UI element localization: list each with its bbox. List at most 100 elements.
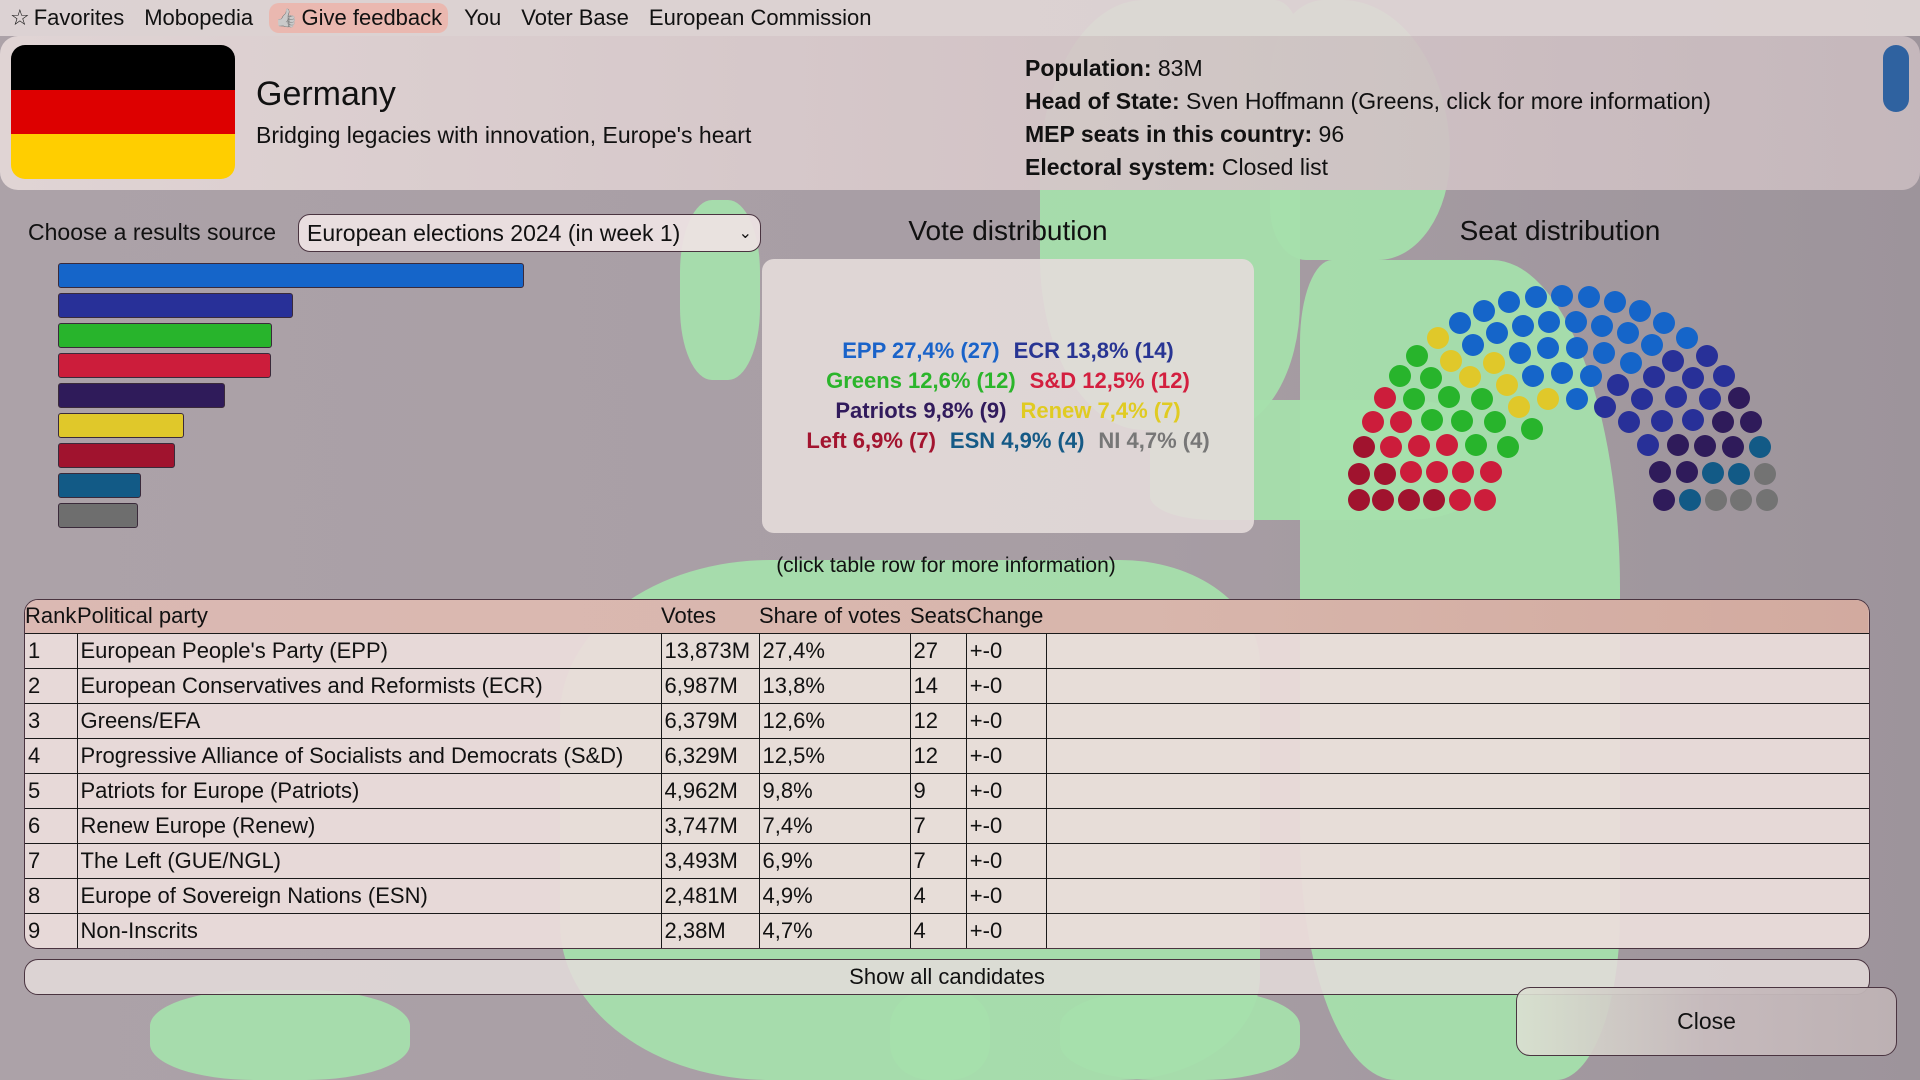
- nav-give-feedback[interactable]: 👍 Give feedback: [269, 3, 449, 33]
- cell-share: 4,9%: [758, 877, 910, 913]
- cell-share: 7,4%: [758, 807, 910, 843]
- country-facts: Population: 83M Head of State: Sven Hoff…: [1025, 52, 1711, 184]
- table-row[interactable]: 5 Patriots for Europe (Patriots) 4,962M 9,8…: [25, 772, 1869, 808]
- seat-ni: [1754, 463, 1776, 485]
- vote-line: EPP 27,4% (27) ECR 13,8% (14): [842, 338, 1174, 364]
- flag-stripe-gold: [11, 134, 235, 179]
- star-icon: ☆: [10, 5, 30, 30]
- seat-sd: [1449, 489, 1471, 511]
- seat-epp: [1604, 291, 1626, 314]
- cell-party: Patriots for Europe (Patriots): [76, 772, 661, 808]
- cell-spacer: [1045, 912, 1869, 948]
- table-row[interactable]: 4 Progressive Alliance of Socialists and …: [25, 737, 1869, 773]
- cell-change: +-0: [965, 772, 1047, 808]
- cell-share: 13,8%: [758, 667, 910, 703]
- cell-seats: 7: [909, 807, 967, 843]
- seat-epp: [1593, 342, 1616, 365]
- cell-seats: 4: [909, 912, 967, 948]
- seat-patriots: [1649, 460, 1671, 483]
- cell-change: +-0: [965, 737, 1047, 773]
- cell-change: +-0: [965, 702, 1047, 738]
- cell-seats: 12: [909, 737, 967, 773]
- seat-sd: [1374, 387, 1396, 410]
- table-row[interactable]: 9 Non-Inscrits 2,38M 4,7% 4 +-0: [25, 912, 1869, 948]
- cell-spacer: [1045, 702, 1869, 738]
- cell-spacer: [1045, 877, 1869, 913]
- seat-left: [1423, 489, 1446, 511]
- seat-patriots: [1712, 411, 1735, 434]
- head-of-state-link[interactable]: Sven Hoffmann (Greens, click for more in…: [1186, 88, 1711, 114]
- table-row[interactable]: 3 Greens/EFA 6,379M 12,6% 12 +-0: [25, 702, 1869, 738]
- nav-european-commission[interactable]: European Commission: [648, 5, 872, 30]
- bar-greens: [58, 323, 272, 348]
- seat-left: [1353, 436, 1376, 459]
- vote-distribution-panel: EPP 27,4% (27) ECR 13,8% (14) Greens 12,6%…: [762, 259, 1254, 533]
- vote-line: Patriots 9,8% (9) Renew 7,4% (7): [835, 398, 1180, 424]
- cell-votes: 2,481M: [660, 877, 759, 913]
- nav-voter-base[interactable]: Voter Base: [521, 5, 629, 30]
- seat-ecr: [1713, 365, 1736, 387]
- cell-rank: 4: [25, 737, 77, 773]
- nav-favorites[interactable]: ☆ Favorites: [10, 5, 125, 30]
- fact-head-of-state[interactable]: Head of State: Sven Hoffmann (Greens, cl…: [1025, 88, 1711, 114]
- seat-greens: [1406, 344, 1429, 367]
- seat-epp: [1461, 334, 1484, 356]
- header-share: Share of votes: [759, 603, 901, 629]
- seat-renew: [1536, 388, 1559, 411]
- seat-ecr: [1681, 409, 1704, 431]
- bar-sd: [58, 353, 271, 378]
- cell-rank: 6: [25, 807, 77, 843]
- seat-ecr: [1664, 385, 1687, 408]
- cell-seats: 27: [909, 632, 967, 668]
- nav-mobopedia[interactable]: Mobopedia: [144, 5, 254, 30]
- country-motto: Bridging legacies with innovation, Europ…: [256, 122, 752, 148]
- top-navigation: ☆ Favorites Mobopedia 👍 Give feedback Yo…: [0, 0, 900, 36]
- seat-greens: [1464, 434, 1487, 456]
- flag-stripe-black: [11, 45, 235, 90]
- seat-left: [1372, 489, 1395, 511]
- seat-epp: [1524, 286, 1547, 309]
- header-change: Change: [966, 603, 1044, 629]
- table-row[interactable]: 8 Europe of Sovereign Nations (ESN) 2,481M…: [25, 877, 1869, 913]
- flag-stripe-red: [11, 89, 235, 135]
- seat-epp: [1509, 342, 1531, 365]
- seat-epp: [1591, 314, 1614, 337]
- vote-entry: ESN 4,9% (4): [949, 428, 1085, 453]
- scrollbar-thumb[interactable]: [1883, 45, 1909, 112]
- seat-epp: [1473, 300, 1495, 322]
- seat-left: [1398, 489, 1420, 511]
- seat-ecr: [1606, 374, 1629, 396]
- seat-distribution-hemicycle: [1330, 275, 1790, 515]
- cell-change: +-0: [965, 807, 1047, 843]
- table-row[interactable]: 6 Renew Europe (Renew) 3,747M 7,4% 7 +-0: [25, 807, 1869, 843]
- vote-entry: NI 4,7% (4): [1098, 428, 1210, 453]
- cell-seats: 12: [909, 702, 967, 738]
- seat-renew: [1508, 395, 1531, 418]
- vote-entry: ECR 13,8% (14): [1013, 338, 1174, 363]
- table-row[interactable]: 7 The Left (GUE/NGL) 3,493M 6,9% 7 +-0: [25, 842, 1869, 878]
- seat-greens: [1389, 365, 1411, 387]
- seat-epp: [1449, 312, 1471, 335]
- seat-sd: [1474, 489, 1497, 511]
- seat-sd: [1480, 460, 1502, 483]
- table-row[interactable]: 1 European People's Party (EPP) 13,873M 27,…: [25, 632, 1869, 668]
- seat-ecr: [1643, 366, 1666, 389]
- cell-spacer: [1045, 772, 1869, 808]
- cell-share: 12,5%: [758, 737, 910, 773]
- cell-votes: 6,329M: [660, 737, 759, 773]
- seat-greens: [1438, 385, 1460, 408]
- seat-ecr: [1637, 434, 1660, 456]
- cell-share: 6,9%: [758, 842, 910, 878]
- seat-ni: [1755, 489, 1778, 511]
- nav-you[interactable]: You: [464, 5, 502, 30]
- seat-sd: [1390, 411, 1412, 434]
- cell-rank: 2: [25, 667, 77, 703]
- seat-ecr: [1695, 344, 1718, 367]
- cell-spacer: [1045, 807, 1869, 843]
- results-source-select[interactable]: European elections 2024 (in week 1) ⌄: [298, 214, 761, 252]
- seat-left: [1348, 489, 1371, 511]
- close-button[interactable]: Close: [1516, 987, 1897, 1056]
- table-row[interactable]: 2 European Conservatives and Reformists (…: [25, 667, 1869, 703]
- cell-spacer: [1045, 632, 1869, 668]
- country-flag: [11, 45, 235, 179]
